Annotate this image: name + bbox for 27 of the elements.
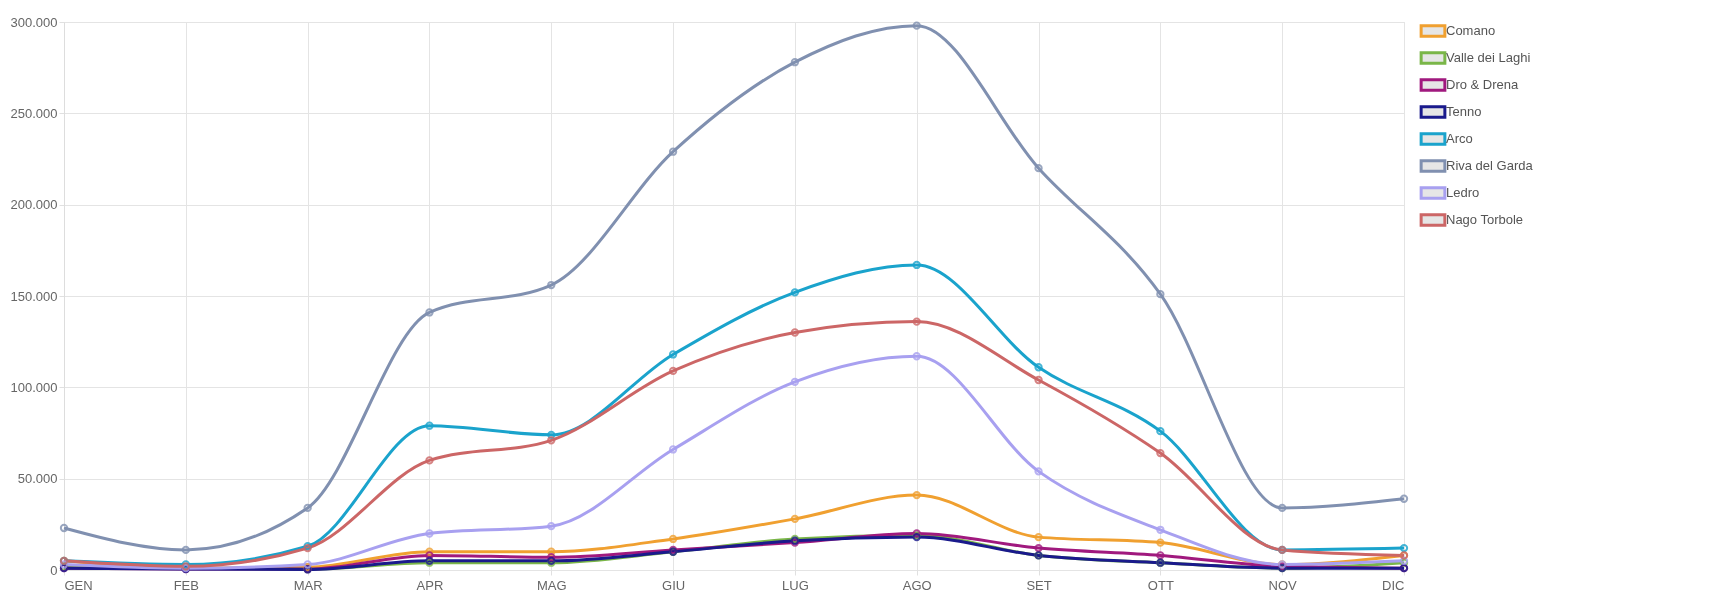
legend-label: Nago Torbole <box>1446 212 1524 227</box>
y-tick-label: 50.000 <box>17 471 58 487</box>
legend-label: Arco <box>1446 131 1473 146</box>
legend-label: Ledro <box>1446 185 1480 200</box>
x-tick-label: AGO <box>902 577 932 593</box>
legend-label: Dro & Drena <box>1446 77 1520 92</box>
x-tick-label: SET <box>1026 577 1052 593</box>
y-tick-label: 0 <box>50 562 58 578</box>
legend-label: Riva del Garda <box>1446 158 1534 173</box>
y-tick-label: 250.000 <box>10 105 58 121</box>
x-tick-label: NOV <box>1268 577 1298 593</box>
legend-label: Tenno <box>1446 104 1482 119</box>
y-tick-label: 100.000 <box>10 379 58 395</box>
y-tick-label: 200.000 <box>10 197 58 213</box>
legend-label: Comano <box>1446 23 1496 38</box>
y-tick-label: 300.000 <box>10 14 58 30</box>
x-tick-label: FEB <box>173 577 199 593</box>
y-tick-label: 150.000 <box>10 288 58 304</box>
x-tick-label: MAR <box>293 577 323 593</box>
x-tick-label: LUG <box>782 577 809 593</box>
x-tick-label: OTT <box>1147 577 1174 593</box>
x-tick-label: APR <box>416 577 444 593</box>
x-tick-label: GIU <box>662 577 686 593</box>
legend-label: Valle dei Laghi <box>1446 50 1531 65</box>
x-tick-label: GEN <box>64 577 93 593</box>
x-tick-label: MAG <box>536 577 567 593</box>
x-tick-label: DIC <box>1382 577 1405 593</box>
